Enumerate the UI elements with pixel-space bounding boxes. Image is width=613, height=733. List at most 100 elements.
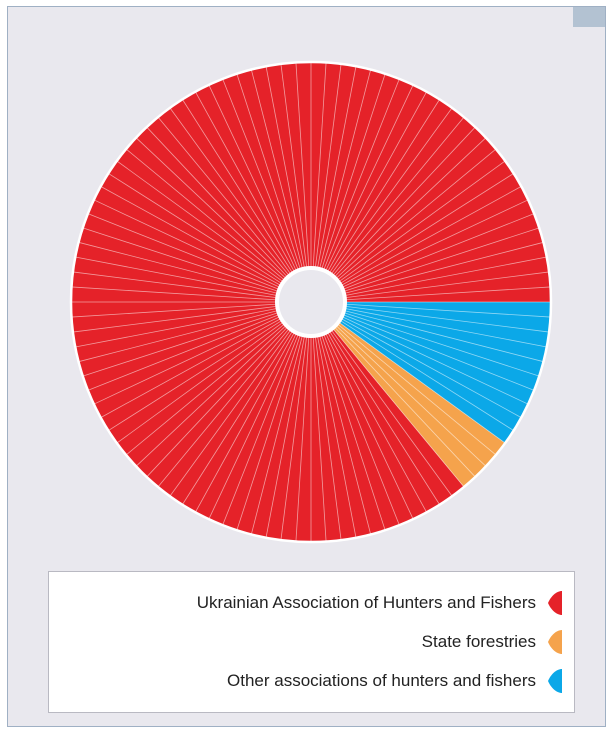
radial-line	[344, 286, 551, 301]
radial-line	[312, 335, 327, 542]
red-drop-icon	[548, 591, 562, 615]
orange-drop-icon	[548, 630, 562, 654]
radial-line	[336, 148, 497, 281]
radial-line	[343, 241, 544, 294]
radial-line	[321, 334, 386, 531]
radial-line	[280, 63, 308, 269]
radial-line	[341, 316, 529, 405]
radial-line	[236, 334, 301, 531]
radial-line	[336, 323, 497, 456]
radial-line	[343, 312, 540, 377]
radial-line	[314, 335, 342, 541]
radial-line	[280, 335, 308, 541]
radial-line	[321, 73, 386, 270]
radial-line	[236, 73, 301, 270]
radial-line	[157, 327, 290, 488]
radial-divider-lines	[71, 62, 551, 542]
radial-line	[72, 305, 278, 333]
radial-line	[250, 334, 303, 535]
radial-line	[333, 126, 476, 278]
radial-line	[87, 314, 280, 391]
radial-line	[93, 316, 281, 405]
legend-item-other-associations: Other associations of hunters and fisher…	[227, 666, 564, 696]
radial-line	[341, 199, 529, 288]
radial-line	[319, 334, 372, 535]
radial-line	[332, 116, 465, 277]
radial-line	[314, 63, 342, 269]
legend: Ukrainian Association of Hunters and Fis…	[48, 571, 575, 713]
legend-item-ukrainian-association: Ukrainian Association of Hunters and Fis…	[197, 588, 564, 618]
radial-line	[182, 99, 294, 274]
radial-line	[344, 307, 547, 348]
radial-line	[328, 99, 440, 274]
radial-line	[146, 326, 289, 478]
radial-line	[108, 319, 283, 431]
radial-line	[169, 329, 292, 497]
radial-line	[344, 303, 551, 318]
radial-line	[295, 62, 310, 269]
radial-line	[343, 227, 540, 292]
legend-item-state-forestries: State forestries	[422, 627, 564, 657]
radial-line	[342, 314, 535, 391]
radial-line	[71, 286, 278, 301]
pie-center-hole	[275, 266, 347, 338]
radial-line	[93, 199, 281, 288]
radial-line	[82, 227, 279, 292]
radial-line	[327, 331, 427, 513]
radial-line	[338, 321, 506, 444]
radial-line	[316, 335, 357, 538]
radial-line	[157, 116, 290, 277]
radial-line	[169, 107, 292, 275]
radial-line	[325, 332, 414, 520]
radial-line	[116, 160, 284, 283]
radial-line	[250, 69, 303, 270]
legend-label-ukrainian-association: Ukrainian Association of Hunters and Fis…	[196, 593, 536, 612]
radial-line	[295, 335, 310, 542]
radial-line	[340, 318, 522, 418]
radial-line	[333, 326, 476, 478]
corner-tab	[573, 7, 605, 27]
radial-line	[75, 307, 278, 348]
radial-line	[78, 310, 279, 363]
radial-line	[100, 318, 282, 418]
legend-label-state-forestries: State forestries	[421, 632, 536, 651]
radial-line	[344, 256, 547, 297]
radial-line	[146, 126, 289, 278]
radial-line	[208, 332, 297, 520]
radial-line	[135, 324, 287, 467]
pie-outer-rim	[69, 60, 553, 544]
pie-chart	[69, 60, 553, 544]
radial-line	[343, 310, 544, 363]
radial-line	[339, 319, 514, 431]
radial-line	[222, 78, 299, 271]
radial-line	[75, 256, 278, 297]
radial-line	[87, 213, 280, 290]
radial-line	[319, 69, 372, 270]
radial-line	[182, 330, 294, 505]
radial-line	[340, 186, 522, 286]
chart-frame: Ukrainian Association of Hunters and Fis…	[7, 6, 606, 727]
radial-line	[208, 84, 297, 272]
radial-line	[72, 271, 278, 299]
radial-line	[323, 333, 400, 526]
radial-line	[339, 173, 514, 285]
blue-drop-icon	[548, 669, 562, 693]
radial-line	[135, 137, 287, 280]
radial-line	[338, 160, 506, 283]
radial-line	[82, 312, 279, 377]
radial-line	[312, 62, 327, 269]
radial-line	[323, 78, 400, 271]
radial-line	[328, 330, 440, 505]
radial-line	[265, 66, 306, 269]
radial-line	[195, 331, 295, 513]
radial-line	[125, 323, 286, 456]
radial-line	[335, 137, 487, 280]
radial-line	[332, 327, 465, 488]
radial-line	[100, 186, 282, 286]
radial-line	[125, 148, 286, 281]
radial-line	[342, 213, 535, 290]
radial-line	[325, 84, 414, 272]
radial-line	[330, 329, 453, 497]
radial-line	[195, 91, 295, 273]
radial-line	[116, 321, 284, 444]
